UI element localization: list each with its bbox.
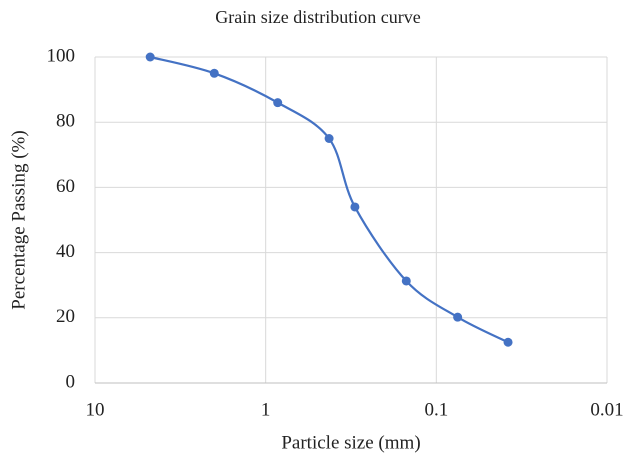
y-tick-label: 0	[66, 371, 76, 392]
marker	[453, 312, 463, 322]
marker	[209, 68, 219, 78]
line	[149, 55, 509, 344]
x-tick-label: 0.1	[424, 399, 448, 420]
marker	[324, 134, 334, 143]
y-axis-title: Percentage Passing (%)	[8, 130, 29, 309]
marker	[273, 98, 283, 108]
x-axis-title: Particle size (mm)	[281, 432, 420, 453]
y-tick-label: 80	[56, 111, 75, 132]
y-tick-label: 40	[56, 241, 75, 262]
marker	[145, 52, 155, 62]
y-tick-label: 60	[56, 176, 75, 197]
y-tick-label: 20	[56, 306, 75, 327]
marker	[401, 276, 411, 286]
chart-title: Grain size distribution curve	[215, 7, 420, 27]
x-tick-label: 10	[86, 399, 105, 420]
marker	[503, 337, 513, 347]
marker	[350, 202, 360, 212]
x-tick-label: 1	[261, 399, 271, 420]
y-tick-label: 100	[47, 45, 76, 66]
x-tick-label: 0.01	[590, 399, 623, 420]
